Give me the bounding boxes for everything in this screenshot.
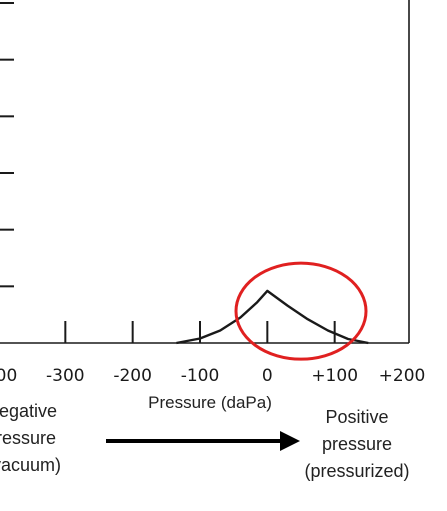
x-tick-label-1: -300 [46, 366, 85, 386]
negative-pressure-note: Negative pressure (vacuum) [0, 398, 61, 479]
highlight-circle [234, 261, 368, 361]
x-axis-label: Pressure (daPa) [148, 393, 272, 412]
series-line [176, 289, 369, 345]
negative-line-3: (vacuum) [0, 455, 62, 475]
positive-line-3: (pressurized) [304, 461, 410, 481]
negative-line-2: pressure [0, 428, 57, 448]
x-tick-label-0: -400 [0, 366, 17, 386]
x-tick-label-5: +100 [311, 366, 358, 386]
positive-line-1: Positive [325, 407, 389, 427]
x-tick-label-3: -100 [181, 366, 220, 386]
y-ticks [0, 2, 14, 288]
x-tick-label-4: 0 [262, 366, 273, 386]
arrow-head-icon [280, 431, 300, 451]
x-tick-label-6: +200 [379, 366, 426, 386]
x-tick-label-2: -200 [113, 366, 152, 386]
negative-line-1: Negative [0, 401, 58, 421]
x-tick-labels: -400 -300 -200 -100 0 +100 +200 [0, 366, 425, 386]
chart-axes [0, 0, 410, 344]
positive-pressure-note: Positive pressure (pressurized) [290, 404, 424, 485]
positive-line-2: pressure [321, 434, 393, 454]
direction-arrow [106, 431, 300, 451]
